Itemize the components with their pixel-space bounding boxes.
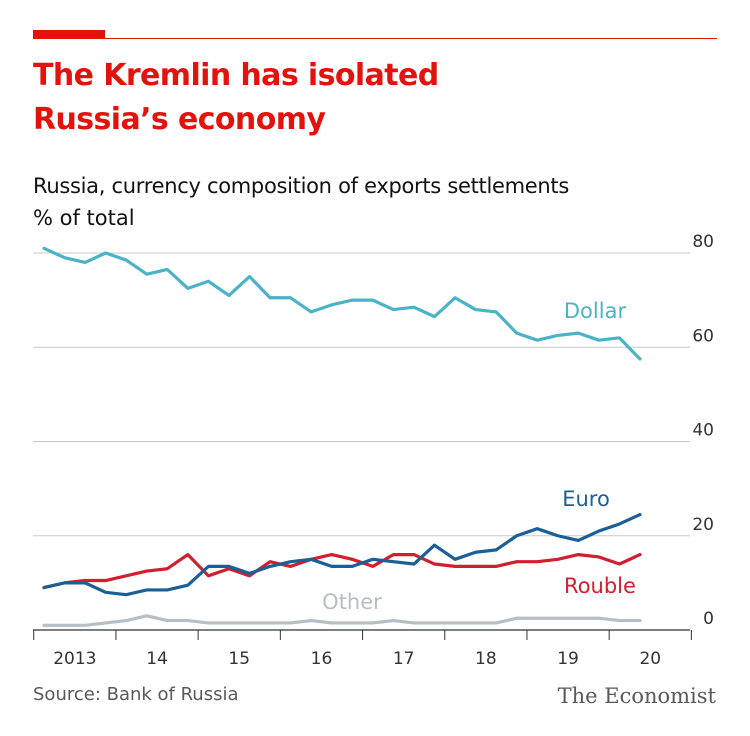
- headline: The Kremlin has isolated Russia’s econom…: [33, 54, 693, 142]
- x-tick-label: 2013: [53, 649, 96, 669]
- x-tick-label: 20: [639, 649, 661, 669]
- chart-unit: % of total: [33, 206, 135, 230]
- y-tick-label-0: 0: [703, 609, 714, 629]
- y-tick-label-20: 20: [692, 515, 714, 535]
- publisher-logo: The Economist: [557, 684, 716, 708]
- chart-subtitle: Russia, currency composition of exports …: [33, 174, 569, 198]
- series-line-other: [42, 614, 642, 627]
- x-tick-label: 17: [393, 649, 415, 669]
- source-note: Source: Bank of Russia: [33, 684, 239, 705]
- y-tick-label-60: 60: [692, 326, 714, 346]
- series-line-euro: [42, 512, 642, 597]
- x-tick-label: 14: [146, 649, 168, 669]
- top-rule: [33, 38, 717, 39]
- x-tick-label: 16: [311, 649, 333, 669]
- brand-tag: [33, 30, 105, 39]
- headline-line-1: The Kremlin has isolated: [33, 58, 439, 93]
- headline-line-2: Russia’s economy: [33, 102, 326, 137]
- x-tick-label: 15: [228, 649, 250, 669]
- series-label-dollar: Dollar: [564, 299, 627, 323]
- series-line-rouble: [42, 552, 642, 590]
- series-line-dollar: [42, 246, 642, 361]
- y-tick-label-40: 40: [692, 421, 714, 441]
- y-tick-label-80: 80: [692, 232, 714, 252]
- x-tick-label: 18: [475, 649, 497, 669]
- series-label-other: Other: [322, 590, 382, 614]
- series-label-euro: Euro: [562, 487, 610, 511]
- series-label-rouble: Rouble: [564, 574, 636, 598]
- x-tick-label: 19: [557, 649, 579, 669]
